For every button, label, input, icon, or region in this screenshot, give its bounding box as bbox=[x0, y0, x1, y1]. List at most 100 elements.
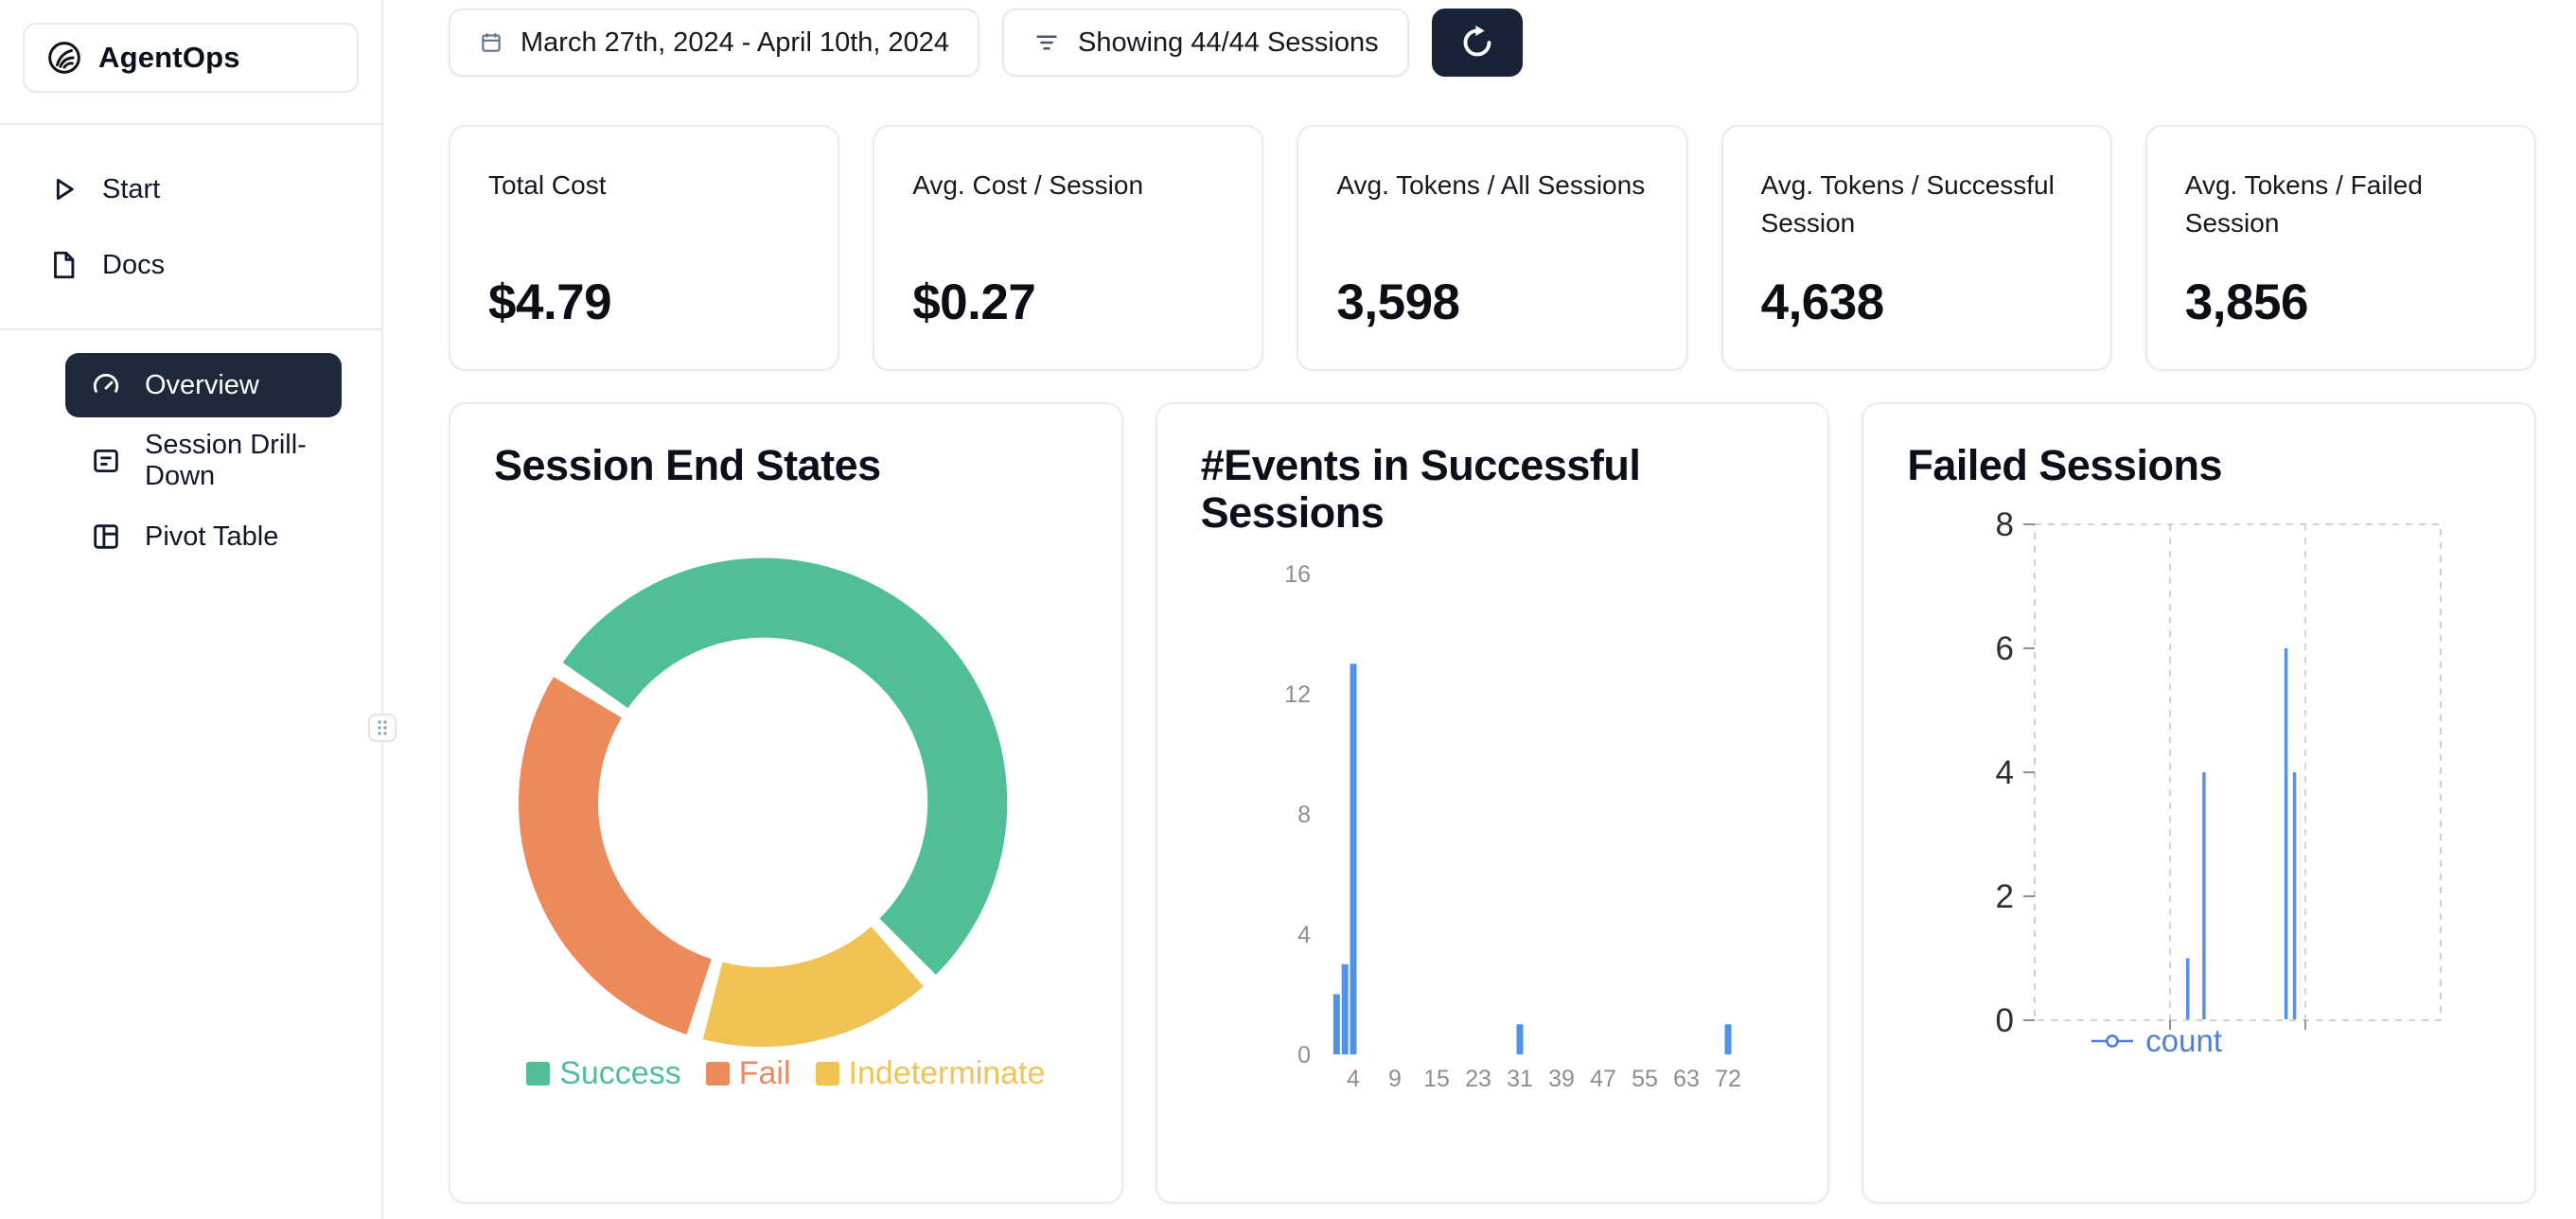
x-tick-label: 55 bbox=[1632, 1066, 1658, 1092]
date-range-button[interactable]: March 27th, 2024 - April 10th, 2024 bbox=[449, 9, 980, 77]
sidebar-resize-handle[interactable] bbox=[368, 714, 397, 742]
stat-label: Avg. Tokens / Failed Session bbox=[2184, 170, 2423, 238]
x-tick-label: 39 bbox=[1548, 1066, 1575, 1092]
bar[interactable] bbox=[1341, 963, 1349, 1055]
session-end-states-donut-chart bbox=[519, 557, 1008, 1047]
sidebar-item-session-drill-down[interactable]: Session Drill-Down bbox=[65, 429, 342, 493]
y-tick-label: 4 bbox=[1297, 922, 1311, 948]
y-tick-label: 6 bbox=[1996, 630, 2014, 667]
failed-sessions-card: Failed Sessions 0 2 4 6 8 count bbox=[1861, 402, 2536, 1204]
legend-label: count bbox=[2145, 1023, 2223, 1058]
gauge-icon bbox=[90, 369, 122, 401]
sidebar-divider bbox=[0, 123, 381, 125]
sidebar-item-pivot-table[interactable]: Pivot Table bbox=[65, 504, 342, 569]
legend-item-success[interactable]: Success bbox=[526, 1055, 681, 1092]
charts-row: Session End States Success Fail Indetermin… bbox=[449, 402, 2536, 1204]
refresh-icon bbox=[1458, 24, 1496, 62]
sidebar-item-start[interactable]: Start bbox=[23, 157, 359, 221]
stat-card-avg-tokens-successful-session: Avg. Tokens / Successful Session 4,638 bbox=[1720, 125, 2112, 371]
y-tick-label: 8 bbox=[1996, 506, 2014, 543]
sidebar-item-label: Pivot Table bbox=[145, 521, 279, 552]
legend-item-indeterminate[interactable]: Indeterminate bbox=[815, 1055, 1046, 1092]
sidebar-divider bbox=[0, 328, 381, 330]
date-range-label: March 27th, 2024 - April 10th, 2024 bbox=[520, 26, 950, 58]
stat-label: Avg. Tokens / Successful Session bbox=[1760, 170, 2055, 238]
calendar-icon bbox=[479, 30, 503, 55]
sidebar-item-label: Docs bbox=[102, 249, 166, 280]
agentops-logo-icon bbox=[45, 39, 83, 77]
stat-value: $4.79 bbox=[488, 274, 612, 330]
failed-sessions-chart: 0 2 4 6 8 bbox=[1996, 506, 2443, 1039]
stat-card-avg-tokens-all-sessions: Avg. Tokens / All Sessions 3,598 bbox=[1297, 125, 1688, 371]
y-tick-label: 2 bbox=[1996, 878, 2014, 915]
sidebar: AgentOps Start Docs Overview Session Drill… bbox=[0, 0, 397, 1219]
sidebar-nav-top: Start Docs bbox=[0, 125, 381, 297]
toolbar: March 27th, 2024 - April 10th, 2024 Show… bbox=[449, 9, 2536, 77]
sidebar-item-label: Session Drill-Down bbox=[145, 430, 307, 491]
bar[interactable] bbox=[1724, 1024, 1732, 1055]
stat-card-total-cost: Total Cost $4.79 bbox=[449, 125, 840, 371]
play-icon bbox=[47, 173, 79, 205]
sidebar-nav-main: Overview Session Drill-Down Pivot Table bbox=[0, 330, 381, 569]
donut-segment-success[interactable] bbox=[562, 557, 1008, 975]
legend-label: Success bbox=[559, 1055, 681, 1091]
stat-label: Total Cost bbox=[488, 170, 607, 200]
chart-title: Failed Sessions bbox=[1907, 441, 2222, 489]
drilldown-icon bbox=[90, 445, 122, 477]
y-tick-label: 16 bbox=[1284, 561, 1311, 588]
pivot-icon bbox=[90, 521, 122, 553]
line-marker-icon bbox=[2091, 1033, 2134, 1050]
stat-value: $0.27 bbox=[912, 274, 1036, 330]
x-tick-label: 47 bbox=[1590, 1066, 1616, 1092]
sessions-filter-button[interactable]: Showing 44/44 Sessions bbox=[1002, 9, 1409, 77]
bar[interactable] bbox=[1332, 994, 1340, 1055]
x-tick-label: 72 bbox=[1715, 1066, 1741, 1092]
x-tick-label: 4 bbox=[1347, 1066, 1360, 1092]
grip-dots-icon bbox=[378, 720, 387, 735]
y-tick-label: 0 bbox=[1297, 1042, 1311, 1069]
main-content: March 27th, 2024 - April 10th, 2024 Show… bbox=[383, 0, 2576, 1219]
y-tick-label: 0 bbox=[1996, 1002, 2014, 1039]
donut-segment-indeterminate[interactable] bbox=[702, 926, 924, 1047]
app-title: AgentOps bbox=[98, 41, 240, 74]
x-tick-label: 9 bbox=[1388, 1066, 1402, 1092]
legend-swatch bbox=[815, 1062, 839, 1086]
legend-label: Fail bbox=[738, 1055, 791, 1091]
sessions-filter-label: Showing 44/44 Sessions bbox=[1078, 26, 1379, 58]
donut-segment-fail[interactable] bbox=[519, 677, 713, 1035]
bar[interactable] bbox=[1516, 1024, 1524, 1055]
x-tick-label: 15 bbox=[1423, 1066, 1450, 1092]
legend-swatch bbox=[526, 1062, 551, 1086]
y-tick-label: 4 bbox=[1996, 754, 2014, 791]
legend-swatch bbox=[705, 1062, 730, 1086]
stat-value: 3,598 bbox=[1336, 274, 1460, 330]
donut-legend: Success Fail Indeterminate bbox=[450, 1055, 1121, 1092]
docs-icon bbox=[47, 249, 79, 281]
x-tick-label: 23 bbox=[1465, 1066, 1491, 1092]
legend-label: Indeterminate bbox=[848, 1055, 1046, 1091]
chart-title: #Events in Successful Sessions bbox=[1200, 441, 1641, 538]
events-bar-chart: 0 4 8 12 16 4 9 15 23 31 39 47 55 63 72 bbox=[1284, 561, 1741, 1092]
stat-label: Avg. Tokens / All Sessions bbox=[1336, 170, 1646, 200]
stat-value: 3,856 bbox=[2184, 274, 2309, 330]
chart-title: Session End States bbox=[494, 441, 881, 489]
stat-card-avg-tokens-failed-session: Avg. Tokens / Failed Session 3,856 bbox=[2144, 125, 2536, 371]
legend-item-fail[interactable]: Fail bbox=[705, 1055, 791, 1092]
logo[interactable]: AgentOps bbox=[23, 23, 359, 93]
sidebar-item-overview[interactable]: Overview bbox=[65, 353, 342, 417]
session-end-states-card: Session End States Success Fail Indetermin… bbox=[449, 402, 1123, 1204]
stats-row: Total Cost $4.79 Avg. Cost / Session $0.27 A… bbox=[449, 125, 2536, 371]
x-tick-label: 63 bbox=[1673, 1066, 1700, 1092]
plot-frame bbox=[2034, 523, 2443, 1021]
x-tick-label: 31 bbox=[1507, 1066, 1533, 1092]
sidebar-item-label: Start bbox=[102, 173, 161, 204]
failed-sessions-legend[interactable]: count bbox=[1863, 1023, 2449, 1059]
filter-icon bbox=[1032, 28, 1061, 57]
refresh-button[interactable] bbox=[1431, 9, 1523, 77]
sidebar-item-docs[interactable]: Docs bbox=[23, 233, 359, 297]
bar[interactable] bbox=[1350, 663, 1357, 1055]
stat-card-avg-cost-session: Avg. Cost / Session $0.27 bbox=[873, 125, 1264, 371]
y-tick-label: 8 bbox=[1297, 802, 1311, 828]
y-tick-label: 12 bbox=[1284, 681, 1311, 708]
